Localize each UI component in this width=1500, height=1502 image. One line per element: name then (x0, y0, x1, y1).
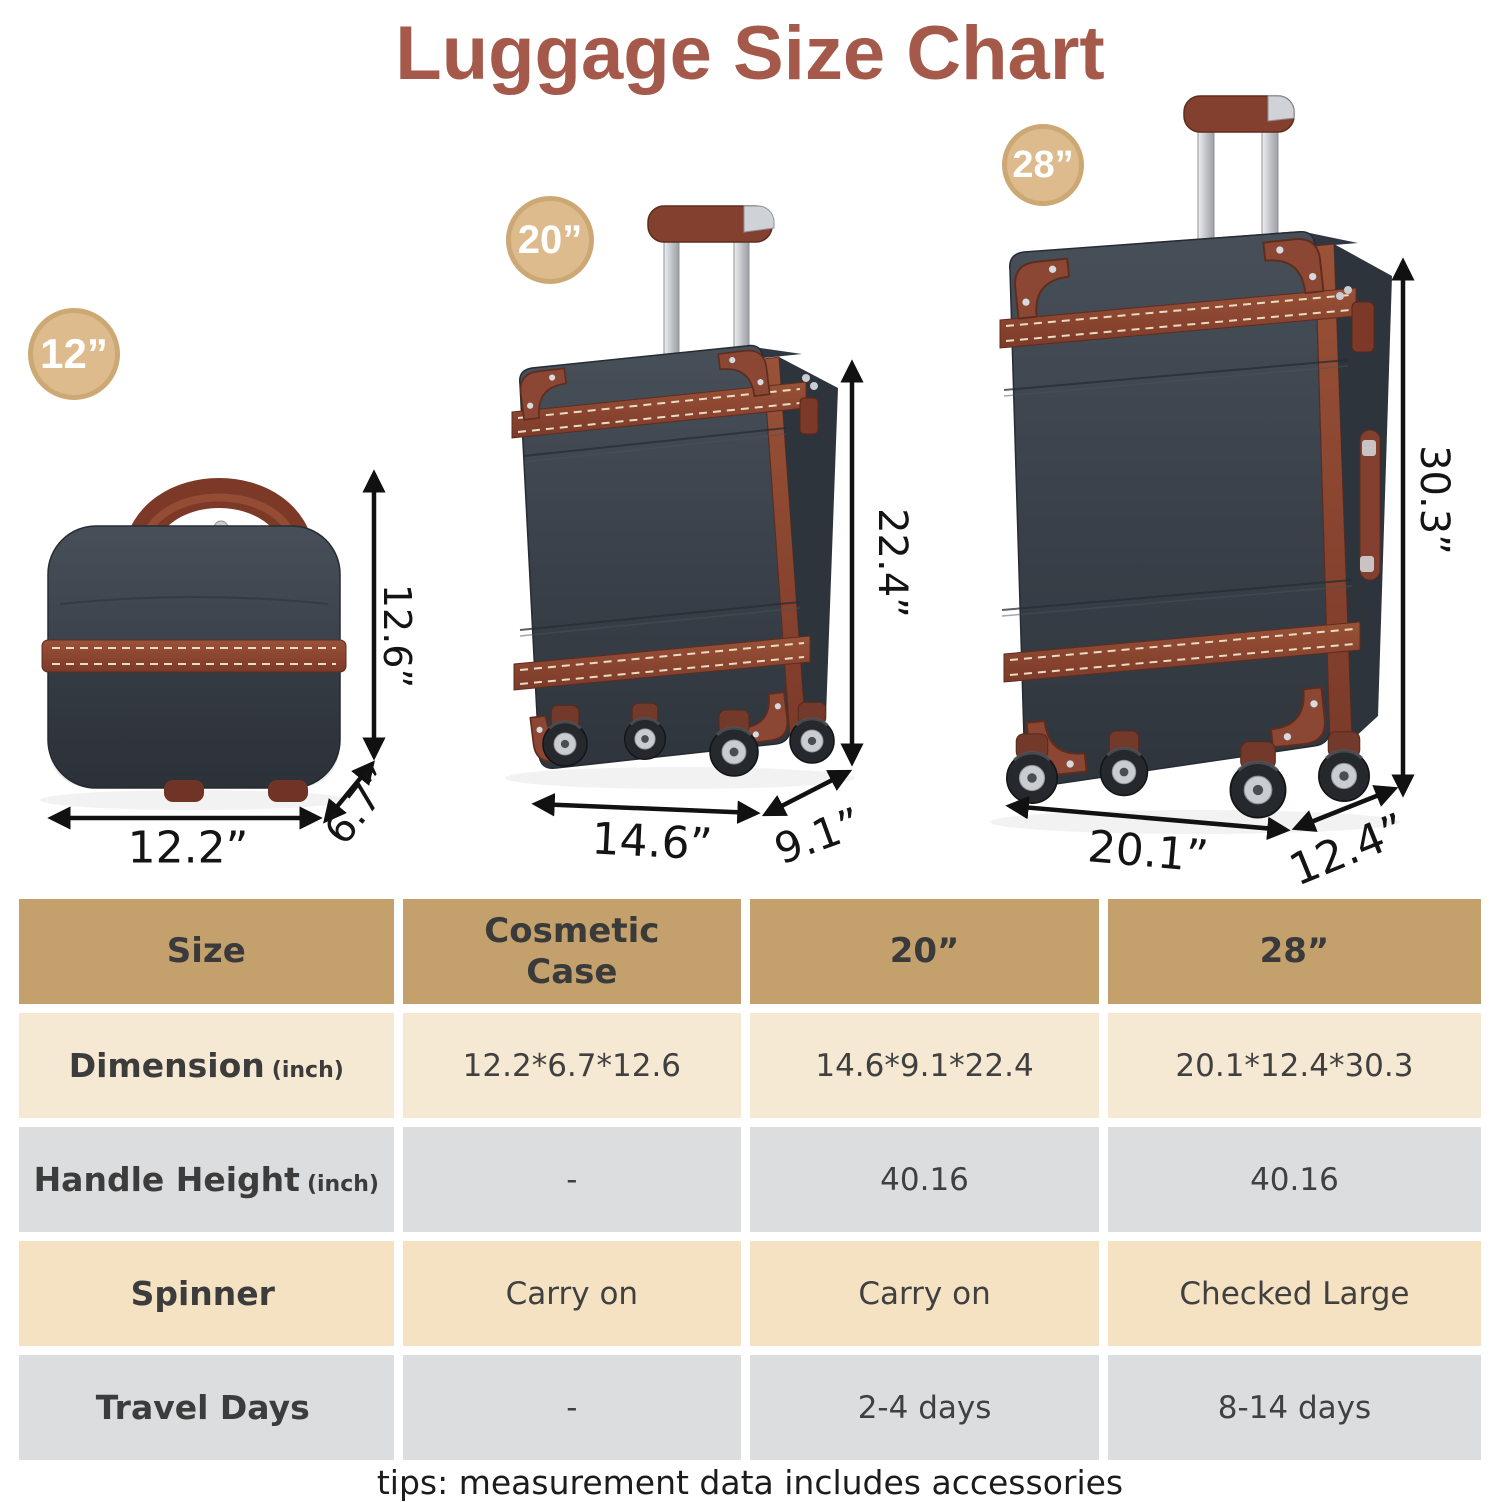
luggage-illustrations (40, 95, 1415, 841)
case-foot (164, 780, 204, 802)
tsa-lock (1351, 301, 1375, 353)
size-badge-20-label: 20” (517, 217, 583, 262)
cell-handle-height-20: 40.16 (750, 1127, 1099, 1232)
col-header-size-label: Size (166, 931, 246, 972)
dimension-label-20-height: 22.4” (869, 508, 915, 618)
cell-spinner-20: Carry on (750, 1241, 1099, 1346)
measurement-tip: tips: measurement data includes accessor… (376, 1463, 1124, 1502)
dimension-label-28-height: 30.3” (1411, 445, 1457, 555)
cell-travel-days-cosmetic: - (402, 1355, 742, 1460)
cell-handle-height-cosmetic: - (402, 1127, 742, 1232)
luggage-spec-table: Size Cosmetic Case 20” 28” Dimension (inc… (10, 890, 1490, 1469)
col-header-20: 20” (750, 899, 1099, 1004)
row-label-travel-days: Travel Days (19, 1355, 394, 1460)
trolley-handle (647, 205, 775, 373)
luggage-strap (511, 381, 811, 691)
tsa-lock (799, 397, 819, 435)
dimension-arrow-20-width (531, 793, 761, 824)
dimension-label-cosmetic-height: 12.6” (375, 583, 419, 689)
row-label-travel-days-text: Travel Days (95, 1388, 310, 1427)
page-title: Luggage Size Chart (395, 11, 1105, 96)
cosmetic-case-illustration (40, 469, 386, 830)
carry-on-20-side (779, 357, 838, 736)
case-foot (268, 780, 308, 802)
cell-spinner-cosmetic: Carry on (402, 1241, 742, 1346)
size-badge-12: 12” (28, 308, 120, 400)
illustration-area: 12” 20” 28” 12.6” 12.2” 6.7” 22.4” 14.6”… (28, 95, 1457, 896)
row-label-handle-height: Handle Height (inch) (19, 1127, 394, 1232)
dimension-arrow-20-depth (761, 769, 853, 817)
cell-dimension-cosmetic: 12.2*6.7*12.6 (402, 1013, 742, 1118)
row-label-dimension: Dimension (inch) (19, 1013, 394, 1118)
col-header-28: 28” (1107, 899, 1481, 1004)
row-label-handle-height-text: Handle Height (33, 1160, 300, 1199)
col-header-28-label: 28” (1259, 931, 1330, 972)
col-header-cosmetic-case-label: Cosmetic Case (484, 911, 660, 992)
dimension-label-28-width: 20.1” (1085, 821, 1211, 883)
cell-spinner-28: Checked Large (1107, 1241, 1481, 1346)
dimension-arrow-28-width (1005, 795, 1291, 841)
table-header-row: Size Cosmetic Case 20” 28” (19, 899, 1481, 1004)
col-header-20-label: 20” (889, 931, 960, 972)
table-row-spinner: Spinner Carry on Carry on Checked Large (19, 1241, 1481, 1346)
row-label-dimension-text: Dimension (68, 1046, 265, 1085)
side-carry-handle (1359, 429, 1381, 581)
cosmetic-case-strap (41, 639, 347, 673)
cell-handle-height-28: 40.16 (1107, 1127, 1481, 1232)
cell-dimension-28: 20.1*12.4*30.3 (1107, 1013, 1481, 1118)
dimension-arrow-28-depth (1291, 785, 1399, 832)
dimension-arrow-cosmetic-depth (323, 760, 375, 824)
table-row-dimension: Dimension (inch) 12.2*6.7*12.6 14.6*9.1*2… (19, 1013, 1481, 1118)
dimension-label-cosmetic-width: 12.2” (127, 822, 249, 874)
cell-travel-days-28: 8-14 days (1107, 1355, 1481, 1460)
row-label-handle-height-unit: (inch) (306, 1172, 379, 1197)
size-badge-20: 20” (506, 196, 594, 284)
cell-dimension-20: 14.6*9.1*22.4 (750, 1013, 1099, 1118)
checked-28-illustration (990, 95, 1415, 841)
table-row-handle-height: Handle Height (inch) - 40.16 40.16 (19, 1127, 1481, 1232)
row-label-dimension-unit: (inch) (271, 1058, 344, 1083)
size-badge-12-label: 12” (40, 330, 108, 377)
size-badge-28: 28” (1002, 124, 1084, 206)
carry-on-20-illustration (505, 205, 864, 824)
size-badge-28-label: 28” (1012, 143, 1074, 186)
row-label-spinner: Spinner (19, 1241, 394, 1346)
table-row-travel-days: Travel Days - 2-4 days 8-14 days (19, 1355, 1481, 1460)
col-header-cosmetic-case: Cosmetic Case (402, 899, 742, 1004)
cell-travel-days-20: 2-4 days (750, 1355, 1099, 1460)
dimension-label-20-width: 14.6” (590, 813, 714, 871)
trolley-handle (1183, 95, 1295, 253)
col-header-size: Size (19, 899, 394, 1004)
row-label-spinner-text: Spinner (130, 1274, 275, 1313)
